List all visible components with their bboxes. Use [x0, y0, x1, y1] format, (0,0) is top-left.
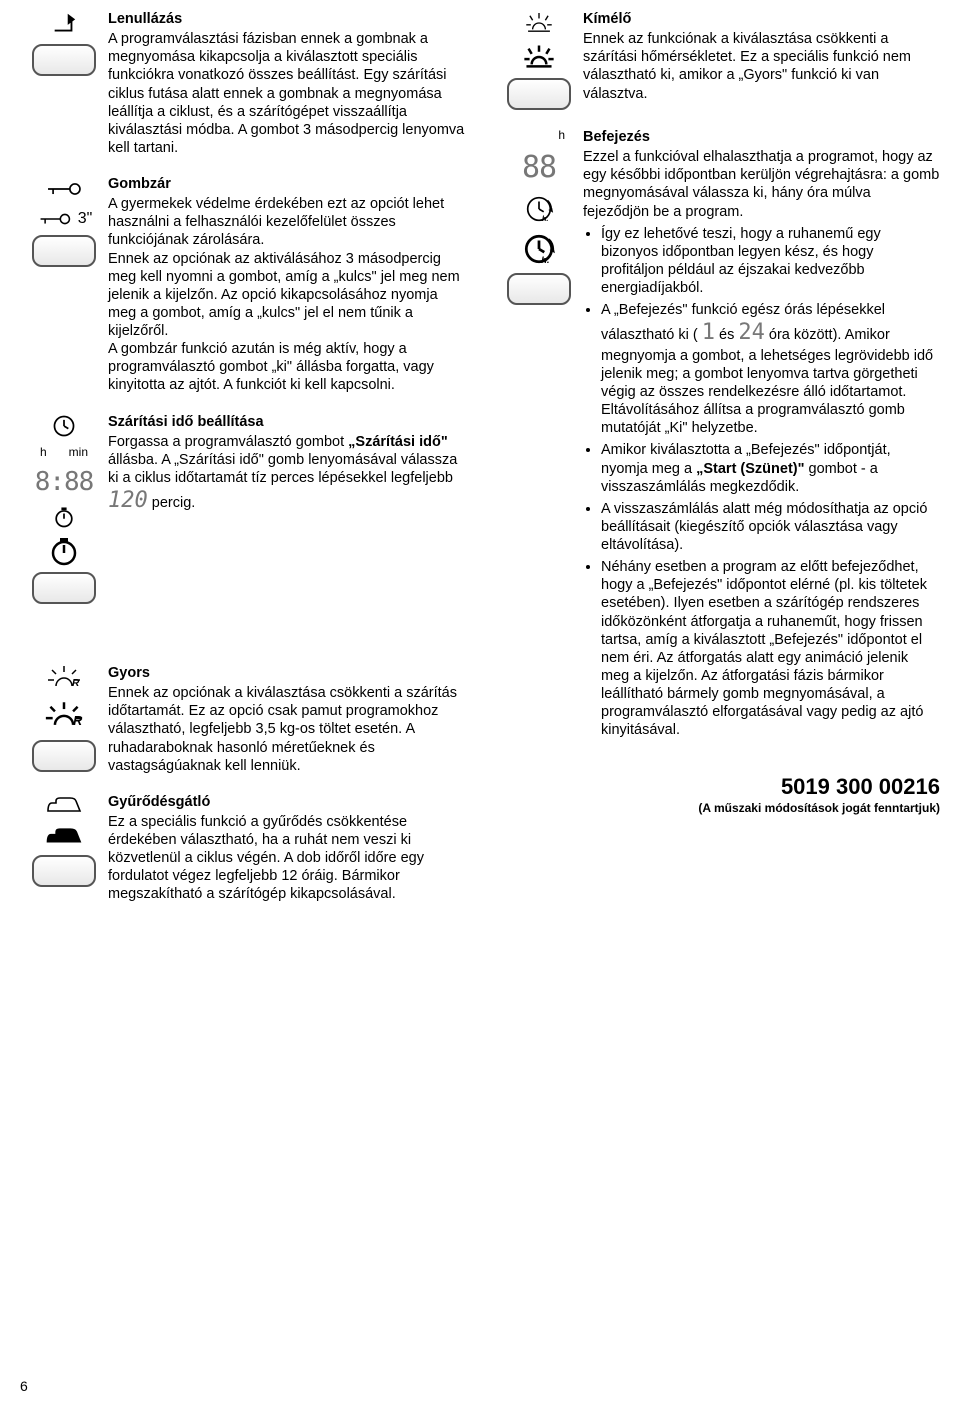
text-finish: Befejezés Ezzel a funkcióval elhalasztha… [583, 128, 940, 743]
clock-arrow-bold-icon: h. [521, 231, 557, 267]
finish-intro: Ezzel a funkcióval elhalaszthatja a prog… [583, 148, 940, 221]
section-drytime: h min 8:88 Szárítási idő beállítása [20, 413, 465, 605]
heading-lock: Gombzár [108, 175, 465, 193]
time-digits: 8:88 [35, 466, 94, 499]
body-gentle: Ennek az funkciónak a kiválasztása csökk… [583, 30, 940, 103]
footer-code: 5019 300 00216 [495, 773, 940, 801]
anticrease-button-graphic [32, 855, 96, 887]
finish-h-suffix: h. [542, 214, 549, 223]
heading-gentle: Kímélő [583, 10, 940, 28]
heading-anticrease: Gyűrődésgátló [108, 793, 465, 811]
page-columns: Lenullázás A programválasztási fázisban … [20, 10, 940, 922]
section-lock: 3" Gombzár A gyermekek védelme érdekében… [20, 175, 465, 395]
section-anticrease: Gyűrődésgátló Ez a speciális funkció a g… [20, 793, 465, 904]
body-drytime-pre: Forgassa a programválasztó gombot „Szárí… [108, 434, 457, 486]
footer: 5019 300 00216 (A műszaki módosítások jo… [495, 773, 940, 816]
finish-bullet-5: Néhány esetben a program az előtt befeje… [601, 558, 940, 739]
svg-text:R: R [72, 678, 80, 689]
finish-bullet-2: A „Befejezés" funkció egész órás lépések… [601, 301, 940, 437]
lock-button-graphic [32, 235, 96, 267]
lock-sec-label: 3" [78, 209, 93, 229]
icon-col-anticrease [20, 793, 108, 904]
body-drytime: Forgassa a programválasztó gombot „Szárí… [108, 433, 465, 515]
body-reset: A programválasztási fázisban ennek a gom… [108, 30, 465, 157]
finish-digits: 88 [522, 149, 556, 187]
footer-note: (A műszaki módosítások jogát fenntartjuk… [495, 801, 940, 816]
sun-small-icon [519, 10, 559, 36]
heading-finish: Befejezés [583, 128, 940, 146]
icon-col-lock: 3" [20, 175, 108, 395]
finish-bullet-3: Amikor kiválasztotta a „Befejezés" időpo… [601, 441, 940, 495]
finish-button-graphic [507, 273, 571, 305]
h-label: h [40, 445, 47, 460]
clock-icon [51, 413, 77, 439]
finish-h-label: h [558, 128, 565, 143]
icon-col-reset [20, 10, 108, 157]
gentle-button-graphic [507, 78, 571, 110]
heading-fast: Gyors [108, 664, 465, 682]
icon-col-finish: h 88 h. h. [495, 128, 583, 743]
finish-h-suffix-bold: h. [541, 254, 549, 265]
section-gentle: Kímélő Ennek az funkciónak a kiválasztás… [495, 10, 940, 110]
section-fast: R R Gyors Ennek az opciónak a kiválasztá… [20, 664, 465, 775]
heading-reset: Lenullázás [108, 10, 465, 28]
right-column: Kímélő Ennek az funkciónak a kiválasztás… [495, 10, 940, 922]
text-lock: Gombzár A gyermekek védelme érdekében ez… [108, 175, 465, 395]
clock-small-icon [51, 504, 77, 530]
icon-col-gentle [495, 10, 583, 110]
sun-r-large-icon: R [39, 700, 89, 734]
body-anticrease: Ez a speciális funkció a gyűrődés csökke… [108, 813, 465, 904]
section-finish: h 88 h. h. Befeje [495, 128, 940, 743]
icon-col-fast: R R [20, 664, 108, 775]
body-fast: Ennek az opciónak a kiválasztása csökken… [108, 684, 465, 775]
body-lock: A gyermekek védelme érdekében ezt az opc… [108, 195, 465, 394]
drytime-max-val: 120 [108, 488, 148, 513]
finish-bullets: Így ez lehetővé teszi, hogy a ruhanemű e… [583, 225, 940, 740]
text-reset: Lenullázás A programválasztási fázisban … [108, 10, 465, 157]
clock-large-icon [49, 536, 79, 566]
text-drytime: Szárítási idő beállítása Forgassa a prog… [108, 413, 465, 605]
sun-large-icon [516, 42, 562, 72]
heading-drytime: Szárítási idő beállítása [108, 413, 465, 431]
key-icon [36, 210, 74, 228]
svg-text:R: R [73, 714, 82, 728]
drytime-button-graphic [32, 572, 96, 604]
fast-button-graphic [32, 740, 96, 772]
key-icon [43, 175, 85, 203]
left-column: Lenullázás A programválasztási fázisban … [20, 10, 465, 922]
text-gentle: Kímélő Ennek az funkciónak a kiválasztás… [583, 10, 940, 110]
page-number: 6 [20, 1378, 28, 1396]
text-fast: Gyors Ennek az opciónak a kiválasztása c… [108, 664, 465, 775]
text-anticrease: Gyűrődésgátló Ez a speciális funkció a g… [108, 793, 465, 904]
icon-col-drytime: h min 8:88 [20, 413, 108, 605]
body-drytime-post: percig. [148, 495, 196, 511]
finish-bullet-1: Így ez lehetővé teszi, hogy a ruhanemű e… [601, 225, 940, 298]
iron-filled-icon [39, 823, 89, 849]
min-label: min [69, 445, 88, 460]
iron-outline-icon [42, 793, 86, 817]
reset-button-graphic [32, 44, 96, 76]
section-reset: Lenullázás A programválasztási fázisban … [20, 10, 465, 157]
reset-arrow-icon [43, 10, 85, 38]
sun-r-small-icon: R [42, 664, 86, 694]
clock-arrow-icon: h. [523, 193, 555, 225]
finish-bullet-4: A visszaszámlálás alatt még módosíthatja… [601, 500, 940, 554]
